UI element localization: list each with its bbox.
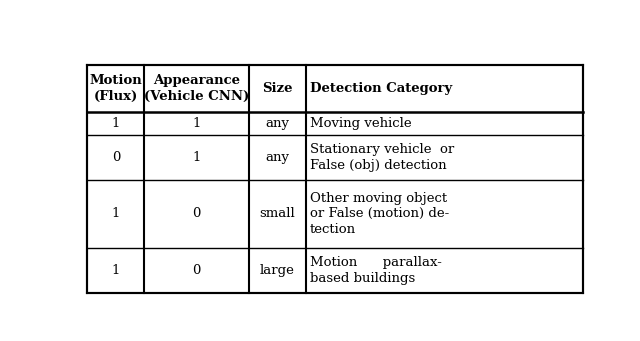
Text: Appearance
(Vehicle CNN): Appearance (Vehicle CNN)	[144, 74, 249, 103]
Text: 0: 0	[193, 264, 201, 277]
Text: 0: 0	[112, 151, 120, 164]
Text: any: any	[265, 117, 289, 130]
Text: 1: 1	[112, 264, 120, 277]
Text: small: small	[259, 207, 295, 220]
Text: Size: Size	[262, 82, 292, 95]
Text: Other moving object
or False (motion) de-
tection: Other moving object or False (motion) de…	[310, 192, 449, 236]
Text: Motion
(Flux): Motion (Flux)	[90, 74, 142, 103]
Text: any: any	[265, 151, 289, 164]
Text: 1: 1	[112, 207, 120, 220]
Text: Motion      parallax-
based buildings: Motion parallax- based buildings	[310, 256, 442, 285]
Text: 1: 1	[112, 117, 120, 130]
Text: large: large	[260, 264, 294, 277]
Text: 1: 1	[193, 151, 201, 164]
Text: 1: 1	[193, 117, 201, 130]
Bar	[88, 64, 584, 293]
Text: Stationary vehicle  or
False (obj) detection: Stationary vehicle or False (obj) detect…	[310, 143, 454, 172]
Text: Moving vehicle: Moving vehicle	[310, 117, 412, 130]
Text: Detection Category: Detection Category	[310, 82, 452, 95]
Text: 0: 0	[193, 207, 201, 220]
